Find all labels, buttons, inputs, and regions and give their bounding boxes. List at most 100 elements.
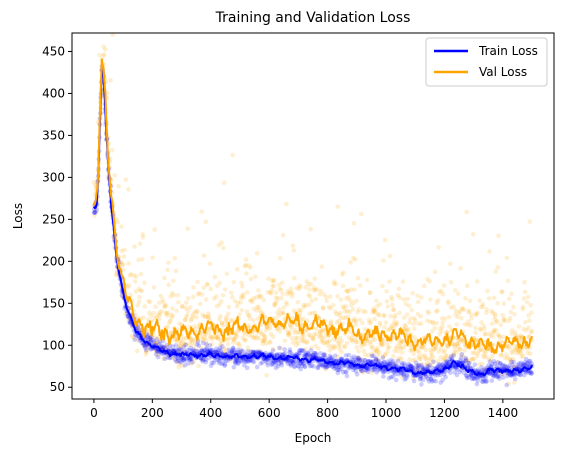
scatter-point: [413, 366, 419, 372]
scatter-point: [495, 360, 501, 365]
scatter-point: [447, 324, 452, 329]
scatter-point: [527, 219, 533, 224]
scatter-point: [460, 339, 466, 344]
scatter-point: [196, 323, 202, 329]
scatter-point: [341, 315, 346, 320]
scatter-point: [400, 339, 405, 344]
scatter-point: [522, 368, 528, 373]
scatter-point: [425, 376, 431, 382]
scatter-point: [157, 341, 162, 347]
scatter-point: [296, 350, 302, 356]
scatter-point: [126, 261, 131, 266]
scatter-point: [262, 334, 268, 340]
scatter-point: [351, 300, 356, 306]
scatter-point: [469, 356, 475, 362]
scatter-point: [329, 357, 334, 362]
scatter-point: [132, 337, 138, 342]
scatter-point: [386, 327, 391, 333]
scatter-point: [439, 328, 444, 334]
scatter-point: [430, 365, 436, 371]
scatter-point: [305, 350, 310, 356]
scatter-point: [393, 371, 398, 377]
scatter-point: [182, 341, 188, 347]
scatter-point: [230, 349, 235, 355]
scatter-point: [175, 355, 181, 361]
scatter-point: [457, 347, 463, 352]
scatter-point: [505, 372, 510, 377]
scatter-point: [279, 295, 284, 301]
scatter-point: [309, 354, 315, 359]
scatter-point: [260, 341, 266, 347]
scatter-point: [313, 287, 318, 293]
scatter-point: [490, 353, 495, 359]
scatter-point: [339, 349, 344, 355]
scatter-point: [204, 341, 209, 347]
scatter-point: [170, 306, 175, 311]
scatter-point: [347, 365, 353, 370]
scatter-point: [496, 233, 501, 239]
scatter-point: [220, 351, 226, 357]
scatter-point: [399, 374, 405, 380]
scatter-point: [193, 348, 199, 354]
scatter-point: [411, 321, 416, 327]
scatter-point: [158, 293, 164, 299]
scatter-point: [164, 311, 169, 317]
scatter-point: [504, 370, 510, 376]
scatter-point: [217, 280, 223, 286]
scatter-point: [321, 292, 327, 297]
scatter-point: [169, 330, 174, 335]
scatter-point: [430, 354, 436, 360]
scatter-point: [443, 356, 448, 362]
scatter-point: [284, 359, 290, 364]
legend-label-val: Val Loss: [479, 65, 527, 79]
scatter-point: [272, 302, 278, 307]
scatter-point: [397, 295, 403, 300]
scatter-point: [154, 348, 160, 353]
scatter-point: [497, 334, 502, 340]
scatter-point: [363, 358, 368, 363]
scatter-point: [489, 321, 495, 326]
scatter-point: [242, 337, 247, 343]
scatter-point: [393, 346, 399, 351]
scatter-point: [311, 288, 317, 293]
scatter-point: [460, 306, 465, 312]
scatter-point: [490, 310, 495, 316]
scatter-point: [417, 344, 423, 350]
scatter-point: [416, 363, 422, 368]
scatter-point: [466, 375, 472, 380]
scatter-point: [497, 333, 502, 339]
scatter-point: [459, 351, 465, 357]
scatter-point: [315, 365, 321, 370]
scatter-point: [415, 299, 421, 305]
scatter-point: [152, 315, 158, 320]
scatter-point: [155, 312, 161, 318]
scatter-point: [233, 360, 239, 366]
scatter-point: [329, 364, 335, 369]
scatter-point: [205, 282, 210, 288]
scatter-point: [492, 313, 498, 319]
scatter-point: [470, 376, 476, 381]
scatter-point: [371, 306, 376, 311]
scatter-point: [507, 315, 513, 321]
scatter-point: [298, 361, 304, 367]
scatter-point: [131, 273, 137, 278]
scatter-point: [228, 317, 234, 323]
scatter-point: [354, 372, 360, 377]
scatter-point: [140, 315, 146, 320]
scatter-point: [204, 347, 210, 352]
scatter-point: [177, 359, 183, 364]
scatter-point: [372, 316, 377, 322]
scatter-point: [448, 305, 454, 310]
scatter-point: [505, 278, 511, 284]
scatter-point: [424, 361, 429, 367]
scatter-point: [377, 301, 383, 307]
scatter-point: [185, 295, 191, 301]
scatter-point: [332, 366, 337, 371]
scatter-point: [241, 291, 246, 297]
scatter-point: [358, 283, 363, 288]
scatter-point: [438, 364, 443, 370]
scatter-point: [510, 362, 515, 368]
scatter-point: [512, 330, 518, 335]
scatter-point: [171, 292, 177, 298]
scatter-point: [353, 257, 358, 262]
